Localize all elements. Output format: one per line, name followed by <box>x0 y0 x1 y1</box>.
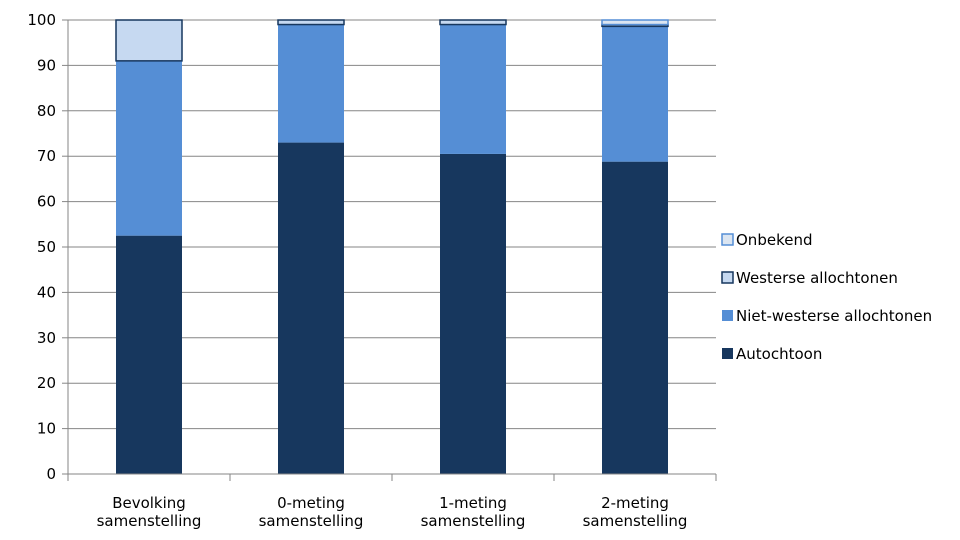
bar-segment-autochtoon <box>440 153 506 474</box>
y-tick-label: 20 <box>37 374 56 392</box>
legend-swatch <box>722 348 733 359</box>
legend-swatch <box>721 271 734 284</box>
bar-segment-westerse-allochtonen <box>277 19 345 26</box>
legend: Onbekend Westerse allochtonen Niet-westers… <box>721 231 932 363</box>
legend-swatch <box>721 233 734 246</box>
legend-label: Westerse allochtonen <box>736 269 898 287</box>
bar-segment-onbekend <box>601 19 669 26</box>
bar-segment-westerse-allochtonen <box>115 19 183 62</box>
bar-segment-autochtoon <box>278 142 344 474</box>
y-tick-label: 100 <box>27 11 56 29</box>
bar-segment-autochtoon <box>602 161 668 474</box>
legend-label: Onbekend <box>736 231 812 249</box>
y-tick-label: 70 <box>37 147 56 165</box>
y-tick-label: 30 <box>37 329 56 347</box>
legend-label: Autochtoon <box>736 345 822 363</box>
legend-label: Niet-westerse allochtonen <box>736 307 932 325</box>
bar-segment-niet-westerse-allochtonen <box>440 24 506 154</box>
bar-segment-niet-westerse-allochtonen <box>116 60 182 236</box>
y-tick-label: 0 <box>46 465 56 483</box>
x-category-label: 0-meting samenstelling <box>259 494 364 530</box>
bar-segment-niet-westerse-allochtonen <box>278 24 344 143</box>
y-tick-label: 50 <box>37 238 56 256</box>
bar-segment-westerse-allochtonen <box>439 19 507 26</box>
y-tick-label: 40 <box>37 283 56 301</box>
x-category-label: Bevolking samenstelling <box>97 494 202 530</box>
bar-segment-niet-westerse-allochtonen <box>602 26 668 162</box>
legend-swatch <box>722 310 733 321</box>
y-tick-label: 60 <box>37 193 56 211</box>
bar-segment-autochtoon <box>116 235 182 474</box>
y-tick-label: 90 <box>37 56 56 74</box>
y-tick-label: 10 <box>37 420 56 438</box>
x-category-label: 2-meting samenstelling <box>583 494 688 530</box>
x-category-label: 1-meting samenstelling <box>421 494 526 530</box>
bars <box>115 19 669 474</box>
axes: 0 10 20 30 40 50 60 70 80 90 100 Bevolking samenstel… <box>27 11 717 530</box>
y-tick-label: 80 <box>37 102 56 120</box>
